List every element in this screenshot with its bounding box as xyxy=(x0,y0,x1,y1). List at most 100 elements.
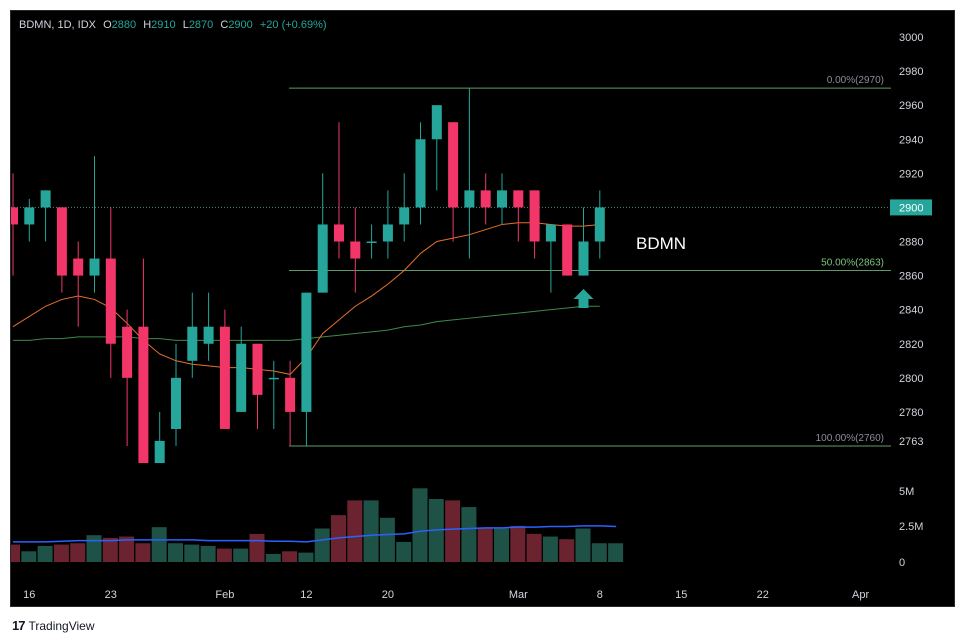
candle-body xyxy=(464,190,475,208)
close-label: C xyxy=(220,19,229,31)
candle-body xyxy=(431,105,442,140)
x-tick-label: 8 xyxy=(597,589,603,601)
x-tick-label: 23 xyxy=(105,589,117,601)
y-tick-label: 2820 xyxy=(899,339,923,351)
brand-name[interactable]: TradingView xyxy=(28,618,95,633)
volume-bar xyxy=(11,544,20,562)
volume-bar xyxy=(249,533,265,562)
candle-body xyxy=(236,343,247,412)
price-chart[interactable]: 0.00%(2970) 50.00%(2863) 100.00%(2760) BDMN… xyxy=(11,11,955,607)
candle-body xyxy=(122,326,133,378)
open-label: O xyxy=(103,19,112,31)
symbol-label: BDMN, 1D, IDX xyxy=(19,19,97,31)
volume-bar xyxy=(445,500,461,562)
candle-body xyxy=(545,224,556,242)
volume-bar xyxy=(216,548,232,562)
candle-body xyxy=(594,207,605,242)
volume-bar xyxy=(526,533,542,562)
y-tick-label: 3000 xyxy=(899,32,923,44)
candle-body xyxy=(24,207,35,225)
y-tick-label: 2840 xyxy=(899,305,923,317)
low-value: 2870 xyxy=(188,19,214,31)
volume-bar xyxy=(184,544,200,562)
candle-body xyxy=(497,190,507,208)
volume-bar xyxy=(86,535,102,562)
volume-bar xyxy=(559,539,575,562)
close-value: 2900 xyxy=(228,19,253,31)
candle-body xyxy=(513,190,524,208)
volume-bar xyxy=(510,525,526,562)
volume-bar xyxy=(298,552,314,562)
y-tick-label: 2860 xyxy=(899,271,923,283)
candle-body xyxy=(219,326,230,429)
candle-body xyxy=(480,190,491,208)
volume-bar xyxy=(53,544,69,562)
candle-body xyxy=(399,207,410,225)
candle-body xyxy=(138,326,149,464)
fib-level-label: 100.00%(2760) xyxy=(816,433,884,444)
candle-body xyxy=(301,292,312,412)
candle-body xyxy=(203,326,214,344)
volume-bar xyxy=(102,537,118,562)
y-tick-label: 2763 xyxy=(899,436,923,448)
y-tick-label: 2780 xyxy=(899,407,923,419)
x-tick-label: 20 xyxy=(382,589,394,601)
volume-bar xyxy=(347,500,363,562)
symbol-header: BDMN, 1D, IDX O2880 H2910 L2870 C2900 +2… xyxy=(19,19,331,31)
volume-bar xyxy=(314,528,330,562)
y-tick-label: 2960 xyxy=(899,100,923,112)
volume-bar xyxy=(282,551,298,562)
candle-body xyxy=(334,224,344,242)
candle-body xyxy=(268,377,279,380)
candle-body xyxy=(350,241,361,259)
fib-level-label: 50.00%(2863) xyxy=(821,257,884,268)
volume-bar xyxy=(591,543,607,562)
candle-body xyxy=(73,258,84,276)
candle-body xyxy=(171,377,181,429)
volume-bar xyxy=(461,507,477,562)
volume-tick-label: 0 xyxy=(899,557,905,569)
candle-body xyxy=(89,258,100,276)
y-tick-label: 2980 xyxy=(899,66,923,78)
footer: 17 TradingView xyxy=(12,618,95,633)
volume-bar xyxy=(396,541,412,562)
x-tick-label: 22 xyxy=(757,589,769,601)
candle-body xyxy=(187,326,198,361)
tradingview-logo-icon[interactable]: 17 xyxy=(12,618,26,633)
candle-body xyxy=(40,190,51,208)
volume-bar xyxy=(233,548,249,562)
y-tick-label: 2940 xyxy=(899,134,923,146)
candle-body xyxy=(154,440,165,464)
chart-frame: 0.00%(2970) 50.00%(2863) 100.00%(2760) BDMN… xyxy=(10,10,955,607)
y-tick-label: 2880 xyxy=(899,237,923,249)
x-tick-label: Feb xyxy=(215,589,234,601)
volume-bar xyxy=(265,553,281,562)
candle-body xyxy=(285,377,296,412)
candle-body xyxy=(11,207,18,225)
candle-body xyxy=(578,241,589,276)
volume-bar xyxy=(168,543,183,562)
volume-tick-label: 2.5M xyxy=(899,521,923,533)
high-value: 2910 xyxy=(151,19,176,31)
candle-body xyxy=(317,224,328,293)
x-tick-label: 15 xyxy=(675,589,687,601)
volume-tick-label: 5M xyxy=(899,486,914,498)
x-tick-label: 12 xyxy=(300,589,312,601)
volume-bar xyxy=(135,543,151,562)
candle-body xyxy=(382,224,393,242)
candle-body xyxy=(366,241,377,243)
volume-bar xyxy=(494,528,509,562)
volume-bar xyxy=(151,527,167,562)
y-tick-label: 2800 xyxy=(899,373,923,385)
volume-bar xyxy=(412,488,428,562)
volume-bar xyxy=(542,536,558,562)
candle-body xyxy=(562,224,573,276)
volume-bar xyxy=(70,543,86,562)
candle-body xyxy=(105,258,116,344)
volume-bar xyxy=(37,545,53,562)
volume-bar xyxy=(379,517,395,562)
change-value: +20 (+0.69%) xyxy=(259,19,327,31)
x-tick-label: 16 xyxy=(23,589,35,601)
volume-bar xyxy=(575,528,591,562)
last-price-value: 2900 xyxy=(899,202,923,214)
